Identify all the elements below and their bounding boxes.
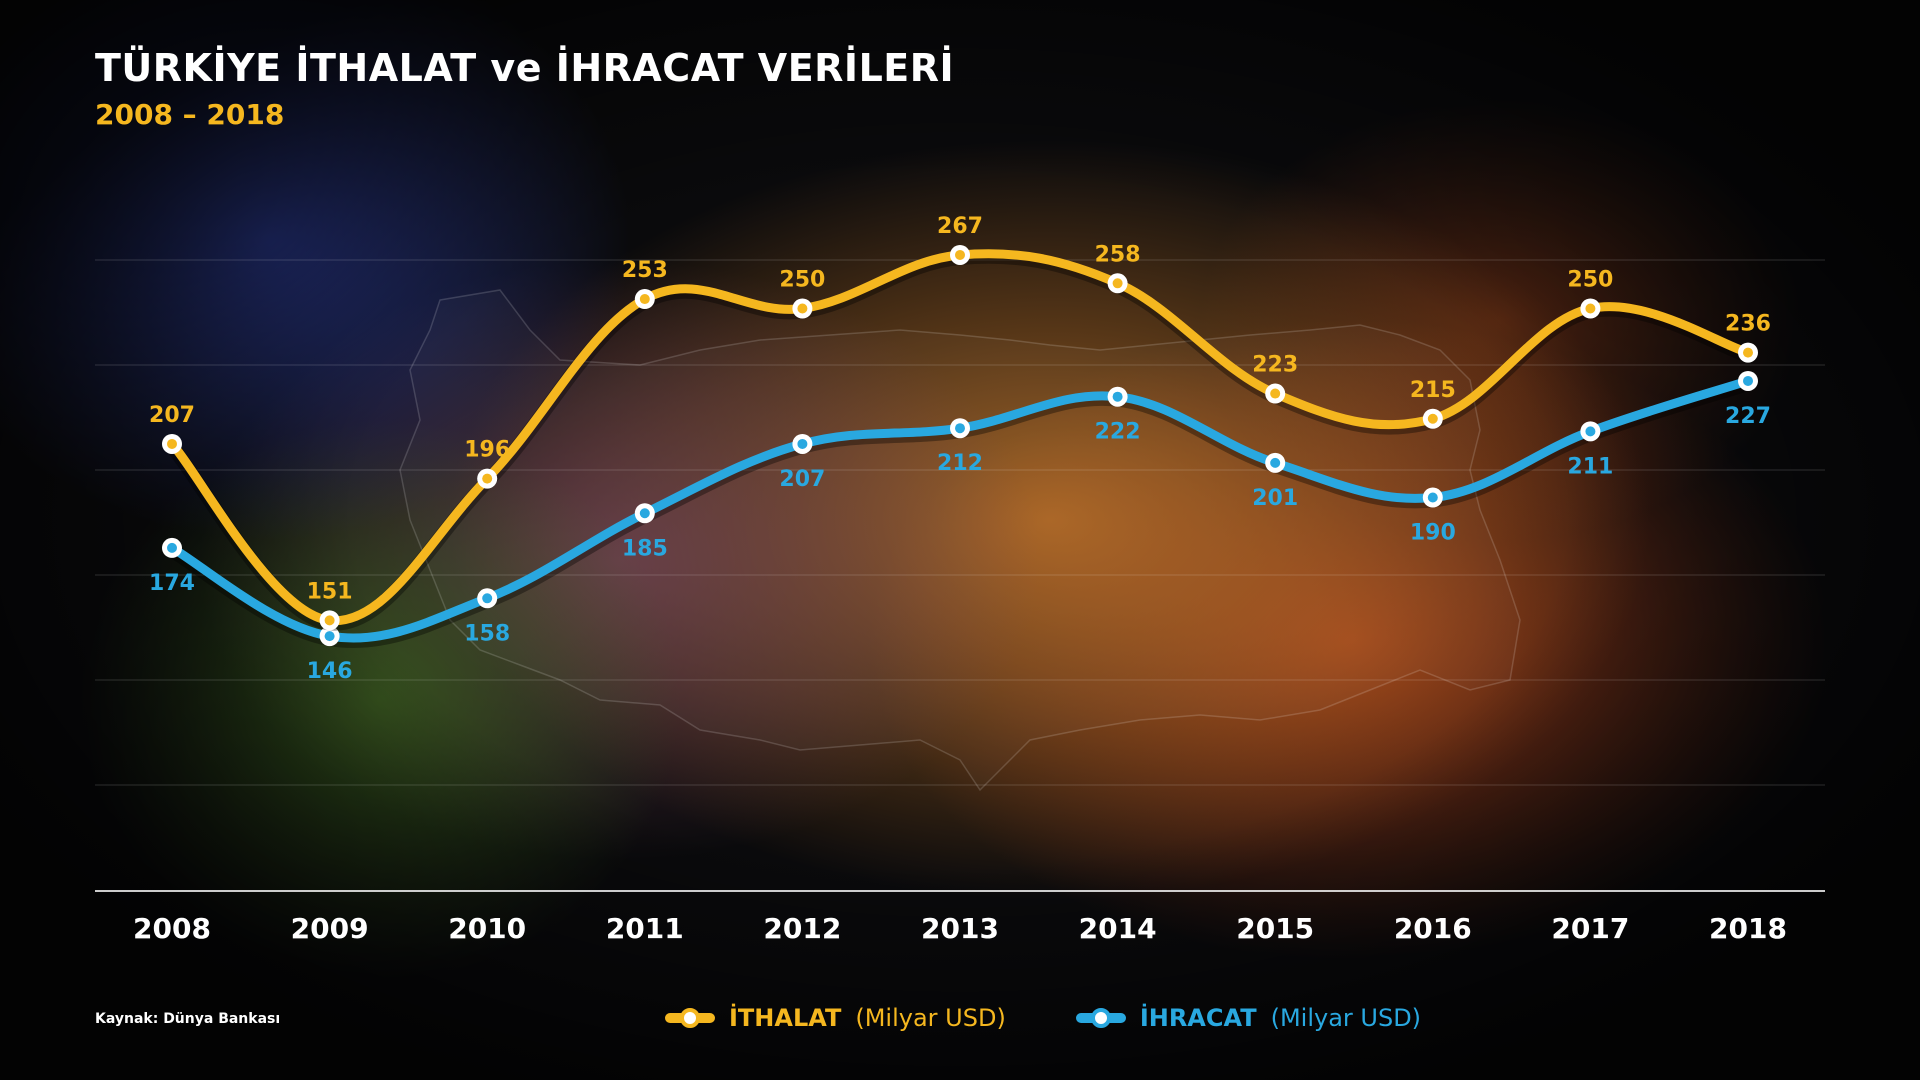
legend-label: İTHALAT — [729, 1004, 842, 1032]
x-tick-label: 2009 — [291, 912, 369, 945]
data-point-core — [1585, 303, 1596, 314]
data-label: 227 — [1725, 404, 1771, 429]
data-point-core — [324, 631, 335, 642]
data-point-core — [167, 438, 177, 449]
legend: İTHALAT (Milyar USD) İHRACAT (Milyar USD… — [665, 998, 1421, 1038]
series-group: 1741461581852072122222011902112272071511… — [149, 214, 1771, 684]
x-tick-label: 2010 — [448, 912, 526, 945]
data-label: 211 — [1567, 454, 1613, 479]
x-tick-label: 2014 — [1079, 912, 1157, 945]
series-ihracat: 174 146 158 185 207 212 222 201 190 211 227 — [149, 370, 1771, 684]
data-point-core — [167, 542, 177, 553]
turkey-map-outline — [399, 289, 1521, 792]
x-tick-label: 2016 — [1394, 912, 1472, 945]
legend-line-marker-icon — [1075, 1008, 1126, 1028]
chart-title: TÜRKİYE İTHALAT ve İHRACAT VERİLERİ — [95, 46, 955, 90]
data-point-core — [1112, 278, 1123, 289]
x-tick-label: 2013 — [921, 912, 999, 945]
x-axis: 2008 2009 2010 2011 2012 2013 2014 2015 2016 2017… — [133, 912, 1787, 945]
x-tick-label: 2011 — [606, 912, 684, 945]
data-point-core — [1270, 457, 1281, 468]
data-label: 253 — [622, 258, 668, 283]
data-label: 222 — [1095, 420, 1141, 445]
data-point-core — [482, 593, 493, 604]
data-label: 223 — [1252, 353, 1298, 378]
legend-marker-dot — [680, 1008, 700, 1028]
x-tick-label: 2017 — [1551, 912, 1629, 945]
data-point-core — [639, 508, 650, 519]
data-point-core — [955, 423, 965, 434]
data-label: 215 — [1410, 378, 1456, 403]
data-label: 258 — [1095, 242, 1141, 267]
series-ithalat: 207 151 196 253 250 267 258 223 215 250 236 — [149, 214, 1771, 631]
data-label: 250 — [779, 268, 825, 293]
data-label: 207 — [149, 403, 195, 428]
data-label: 196 — [464, 438, 510, 463]
data-label: 151 — [307, 579, 353, 604]
data-label: 207 — [779, 467, 825, 492]
legend-unit: (Milyar USD) — [855, 1004, 1006, 1032]
data-point-core — [1270, 388, 1281, 399]
data-point-core — [482, 473, 493, 484]
x-tick-label: 2012 — [763, 912, 841, 945]
legend-label: İHRACAT — [1139, 1004, 1257, 1032]
data-label: 190 — [1410, 521, 1456, 546]
data-point-core — [797, 303, 808, 314]
data-point-core — [1743, 375, 1753, 386]
chart-subtitle: 2008 – 2018 — [95, 98, 285, 131]
data-point-core — [1427, 413, 1438, 424]
x-tick-label: 2008 — [133, 912, 211, 945]
data-point-core — [324, 615, 335, 626]
data-point-core — [1427, 492, 1438, 503]
x-tick-label: 2015 — [1236, 912, 1314, 945]
data-label: 201 — [1252, 486, 1298, 511]
x-tick-label: 2018 — [1709, 912, 1787, 945]
data-label: 174 — [149, 571, 195, 596]
legend-item-ithalat: İTHALAT (Milyar USD) — [665, 1004, 1006, 1032]
source-note: Kaynak: Dünya Bankası — [95, 1011, 281, 1027]
data-point-core — [639, 294, 650, 305]
series-line — [167, 249, 1753, 625]
data-point-core — [955, 249, 965, 260]
data-label: 212 — [937, 451, 983, 476]
data-label: 250 — [1567, 268, 1613, 293]
data-label: 146 — [307, 659, 353, 684]
legend-line-marker-icon — [665, 1008, 715, 1028]
data-label: 158 — [464, 621, 510, 646]
data-label: 267 — [937, 214, 983, 239]
legend-unit: (Milyar USD) — [1270, 1004, 1422, 1032]
data-label: 236 — [1725, 312, 1771, 337]
data-point-core — [1585, 426, 1596, 437]
legend-marker-dot — [1090, 1008, 1111, 1028]
data-point-core — [797, 438, 808, 449]
data-label: 185 — [622, 536, 668, 561]
data-point-core — [1112, 391, 1123, 402]
data-point-core — [1743, 347, 1753, 358]
legend-item-ihracat: İHRACAT (Milyar USD) — [1075, 1004, 1422, 1032]
